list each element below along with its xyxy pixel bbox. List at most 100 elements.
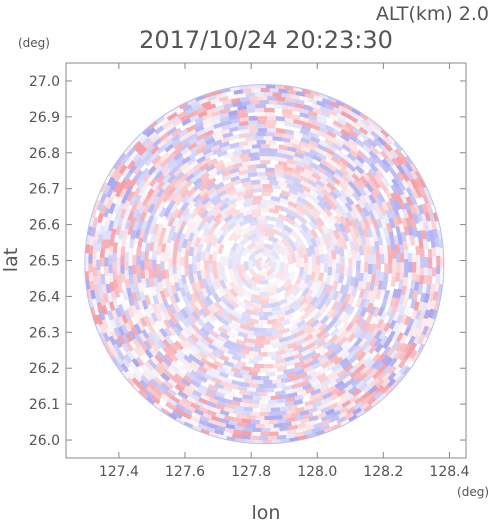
heatmap-cell (181, 294, 191, 306)
heatmap-cell (211, 250, 218, 262)
heatmap-cell (189, 113, 201, 122)
heatmap-cell (357, 226, 366, 238)
heatmap-cell (286, 162, 298, 170)
heatmap-cell (411, 318, 420, 330)
heatmap-cell (225, 206, 237, 216)
heatmap-cell (335, 388, 347, 399)
heatmap-cell (198, 96, 211, 105)
y-tick-label: 26.1 (29, 397, 60, 413)
heatmap-cell (221, 119, 233, 127)
heatmap-cell (309, 215, 320, 226)
heatmap-cell (119, 272, 126, 283)
heatmap-cell (380, 298, 388, 310)
heatmap-cell (195, 261, 201, 272)
heatmap-cell (150, 302, 159, 315)
heatmap-cell (372, 201, 382, 214)
heatmap-cell (206, 342, 218, 352)
heatmap-cell (346, 385, 359, 396)
heatmap-cell (379, 205, 388, 217)
heatmap-cell (295, 389, 307, 397)
heatmap-cell (181, 149, 193, 159)
heatmap-cell (298, 409, 310, 417)
heatmap-cell (369, 294, 377, 306)
heatmap-cell (244, 354, 255, 361)
heatmap-cell (209, 414, 221, 423)
heatmap-cell (351, 325, 362, 337)
y-tick-label: 26.8 (29, 146, 60, 162)
heatmap-cell (339, 350, 351, 361)
heatmap-cell (220, 123, 233, 131)
heatmap-cell (183, 339, 194, 350)
heatmap-cell (334, 207, 344, 219)
heatmap-cell (292, 352, 304, 361)
heatmap-cell (295, 164, 307, 173)
heatmap-cell (297, 354, 309, 363)
heatmap-cell (123, 259, 129, 271)
y-tick-label: 26.7 (29, 182, 60, 198)
heatmap-cell (246, 103, 258, 110)
heatmap-cell (390, 339, 401, 352)
heatmap-cell (190, 172, 202, 183)
heatmap-cell (188, 415, 201, 424)
y-tick-label: 26.6 (29, 218, 60, 234)
heatmap-cell (167, 248, 174, 259)
heatmap-cell (113, 306, 122, 318)
heatmap-cell (183, 258, 189, 269)
heatmap-cell (159, 260, 165, 271)
heatmap-cell (258, 175, 269, 181)
heatmap-cell (140, 218, 149, 230)
heatmap-cell (320, 230, 329, 242)
heatmap-cell (302, 324, 314, 334)
heatmap-cell (351, 172, 362, 184)
heatmap-cell (206, 218, 217, 230)
heatmap-cell (334, 309, 344, 321)
heatmap-cell (305, 350, 317, 360)
heatmap-cell (206, 186, 217, 196)
y-tick-label: 26.3 (29, 325, 60, 341)
heatmap-cell (317, 271, 325, 283)
heatmap-cell (218, 353, 230, 363)
heatmap-cell (244, 308, 255, 316)
heatmap-cell (333, 172, 344, 183)
heatmap-cell (299, 170, 311, 179)
heatmap-cell (323, 213, 333, 225)
heatmap-cell (213, 277, 222, 289)
heatmap-cell (392, 258, 397, 269)
heatmap-cell (301, 429, 313, 437)
heatmap-cell (155, 186, 166, 198)
heatmap-cell (294, 368, 306, 377)
heatmap-cell (255, 260, 261, 268)
heatmap-cell (218, 140, 230, 149)
heatmap-cell (112, 181, 122, 193)
heatmap-cell (409, 218, 418, 231)
heatmap-cell (324, 137, 336, 147)
heatmap-cell (362, 290, 370, 302)
heatmap-cell (180, 317, 191, 329)
heatmap-cell (400, 262, 405, 273)
heatmap-cell (205, 176, 217, 187)
heatmap-cell (163, 268, 170, 279)
heatmap-cell (334, 214, 344, 226)
heatmap-cell (147, 267, 154, 279)
heatmap-cell (169, 202, 179, 214)
heatmap-cell (303, 104, 316, 112)
heatmap-cell (114, 185, 124, 198)
heatmap-cell (394, 191, 404, 204)
heatmap-cell (181, 374, 193, 384)
heatmap-cell (215, 167, 227, 176)
heatmap-cell (369, 223, 377, 235)
heatmap-cell (264, 223, 275, 230)
heatmap-cell (352, 179, 363, 191)
heatmap-cell (193, 236, 202, 248)
heatmap-cell (167, 266, 174, 277)
heatmap-cell (185, 335, 196, 346)
heatmap-cell (248, 95, 260, 101)
heatmap-cell (383, 254, 389, 265)
heatmap-cell (343, 223, 352, 235)
heatmap-cell (286, 204, 298, 213)
heatmap-cell (342, 284, 351, 296)
heatmap-cell (262, 259, 267, 265)
heatmap-cell (186, 155, 198, 166)
heatmap-cell (200, 411, 213, 420)
heatmap-cell (350, 388, 362, 399)
